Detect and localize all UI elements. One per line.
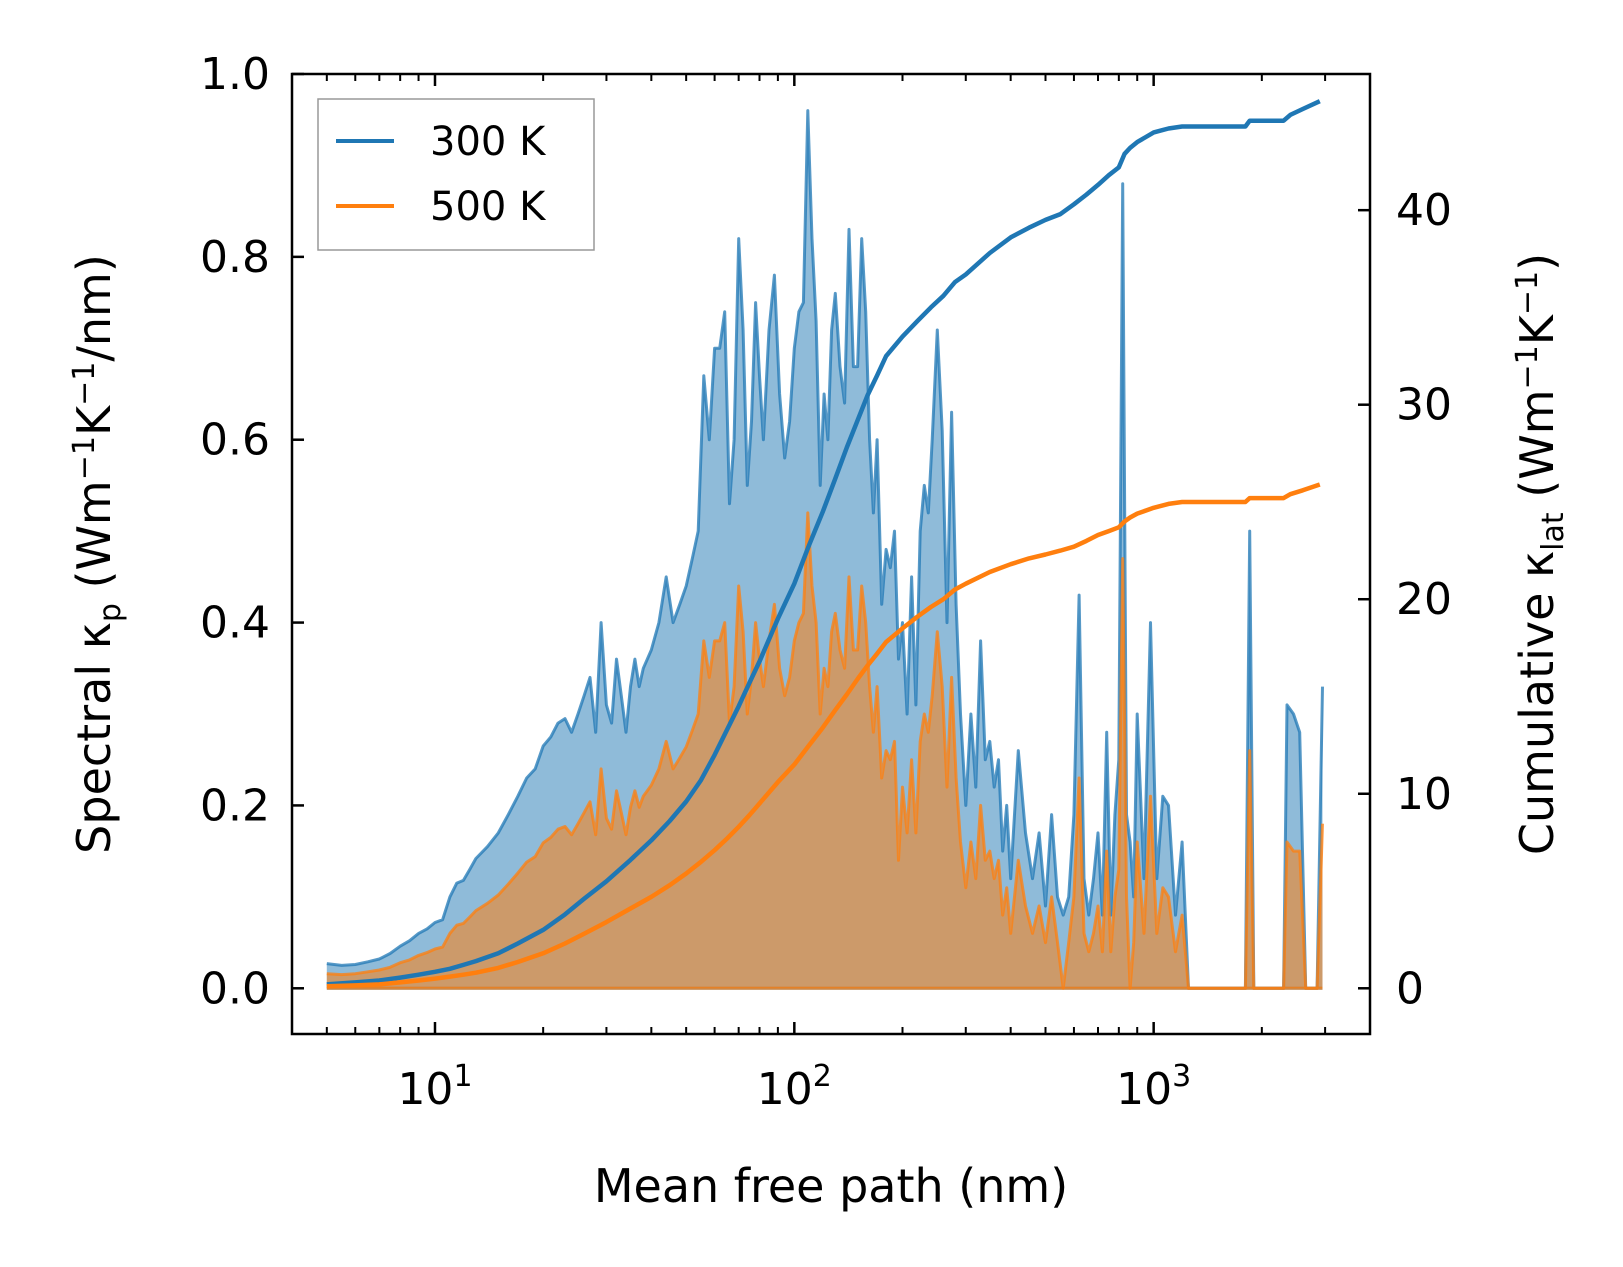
y-axis-title-left: Spectral κp (Wm−1K−1/nm)	[67, 254, 128, 854]
y-left-tick-label: 0.8	[200, 232, 270, 283]
y-left-tick-label: 0.2	[200, 780, 270, 831]
y-axis-title-left-text: Spectral κp (Wm−1K−1/nm)	[67, 254, 128, 854]
y-axis-title-right: Cumulative κlat (Wm−1K−1)	[1510, 253, 1571, 855]
plot-area	[326, 99, 1324, 990]
legend-label-300k: 300 K	[430, 119, 547, 165]
y-right-tick-label: 40	[1396, 185, 1452, 236]
spectral-line-500k	[326, 511, 1324, 990]
cumulative-line-300k	[326, 99, 1321, 987]
y-left-tick-label: 0.4	[200, 598, 270, 649]
y-right-tick-label: 20	[1396, 574, 1452, 625]
y-right-tick-label: 0	[1396, 963, 1424, 1014]
y-left-tick-label: 0.6	[200, 415, 270, 466]
spectral-area-300k	[326, 110, 1323, 989]
legend-label-500k: 500 K	[430, 184, 547, 230]
x-tick-label: 103	[1116, 1059, 1191, 1115]
legend: 300 K 500 K	[317, 98, 595, 251]
y-left-tick-label: 1.0	[200, 49, 270, 100]
y-axis-title-right-text: Cumulative κlat (Wm−1K−1)	[1510, 253, 1571, 855]
y-left-tick-label: 0.0	[200, 963, 270, 1014]
x-axis-title: Mean free path (nm)	[594, 1159, 1068, 1213]
cumulative-line-500k	[326, 482, 1321, 989]
y-right-tick-label: 10	[1396, 769, 1452, 820]
x-tick-label: 101	[397, 1059, 472, 1115]
ticks-layer: 101 102 103 0.0 0.2 0.4 0.6 0.8 1.0 0 10 20 30 40	[200, 49, 1452, 1115]
spectral-line-300k	[326, 109, 1324, 990]
legend-box	[317, 98, 595, 251]
y-right-tick-label: 30	[1396, 380, 1452, 431]
spectral-area-500k	[326, 512, 1323, 989]
x-tick-label: 102	[757, 1059, 832, 1115]
axes-frame	[290, 72, 1372, 1036]
